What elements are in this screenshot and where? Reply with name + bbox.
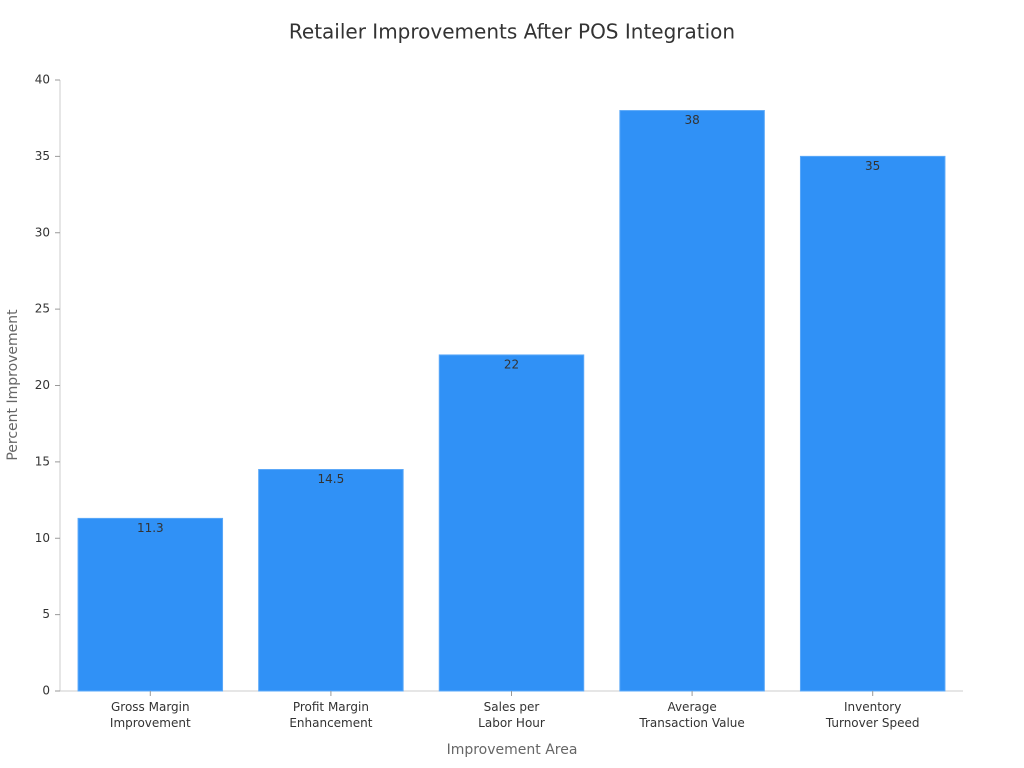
y-tick-label: 5	[42, 607, 50, 621]
y-tick-label: 0	[42, 684, 50, 698]
x-tick-label: Profit Margin Enhancement	[289, 700, 373, 730]
bar	[258, 469, 404, 692]
value-label: 35	[865, 159, 880, 173]
y-tick-label: 25	[35, 302, 50, 316]
y-tick-label: 10	[35, 531, 50, 545]
value-label: 22	[504, 357, 519, 371]
bar	[438, 354, 585, 692]
y-tick-label: 20	[35, 378, 50, 392]
bar	[77, 517, 224, 692]
value-label: 38	[684, 113, 699, 127]
chart-title: Retailer Improvements After POS Integrat…	[289, 20, 735, 44]
y-axis-label: Percent Improvement	[5, 309, 21, 461]
bar	[799, 155, 946, 692]
y-tick-label: 40	[35, 73, 50, 87]
y-tick-label: 30	[35, 225, 50, 239]
value-label: 14.5	[318, 472, 345, 486]
x-tick-label: Average Transaction Value	[639, 700, 745, 730]
value-label: 11.3	[137, 521, 164, 535]
y-tick-label: 15	[35, 454, 50, 468]
x-tick-label: Gross Margin Improvement	[109, 700, 191, 730]
x-tick-label: Inventory Turnover Speed	[825, 700, 920, 730]
y-tick-label: 35	[35, 149, 50, 163]
x-axis-label: Improvement Area	[447, 742, 578, 758]
x-tick-label: Sales per Labor Hour	[478, 700, 545, 730]
bar	[619, 110, 765, 692]
